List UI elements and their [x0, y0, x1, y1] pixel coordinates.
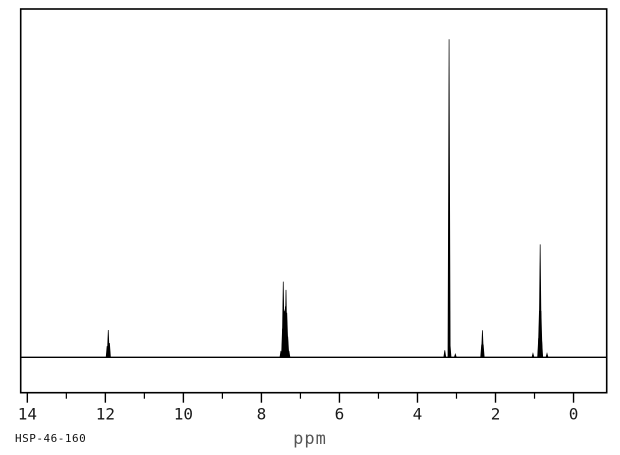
axis-tick-label: 14 — [18, 405, 37, 424]
axis-tick-label: 10 — [174, 405, 193, 424]
spectrum-peak — [545, 352, 549, 358]
x-axis-label: ppm — [293, 429, 327, 449]
axis-tick-label: 12 — [96, 405, 115, 424]
spectrum-peak — [453, 352, 457, 358]
spectrum-peak — [108, 342, 111, 358]
axis-tick-label: 4 — [413, 405, 423, 424]
spectrum-peak — [443, 350, 447, 358]
spectrum-peak — [287, 350, 291, 358]
spectrum-peak — [481, 344, 485, 358]
sample-id-text: HSP-46-160 — [15, 432, 87, 445]
axis-tick-label: 8 — [257, 405, 267, 424]
spectrum-peak — [447, 39, 451, 358]
plot-frame — [19, 8, 608, 394]
axis-tick-label: 2 — [491, 405, 501, 424]
axis-tick-label: 0 — [569, 405, 579, 424]
axis-tick-label: 6 — [335, 405, 345, 424]
spectrum-peak — [448, 344, 452, 358]
spectrum-peak — [531, 352, 535, 358]
spectrum-peak — [540, 341, 544, 358]
